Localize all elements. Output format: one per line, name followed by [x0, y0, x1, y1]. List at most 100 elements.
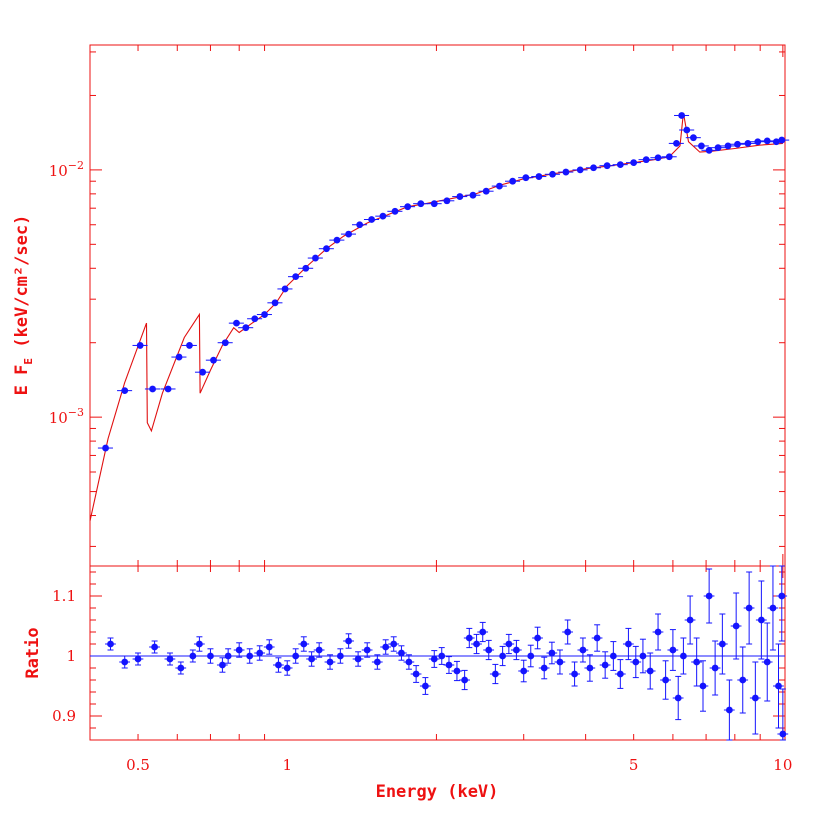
ratio-data-point	[107, 640, 114, 648]
x-tick-label-1: 1	[282, 756, 292, 774]
spectrum-data-point	[549, 170, 556, 178]
ratio-data-point	[739, 676, 747, 684]
spectrum-data-point	[271, 299, 279, 307]
ratio-data-point	[224, 652, 232, 660]
spectrum-data-point	[616, 161, 624, 169]
ratio-data-point	[292, 652, 300, 660]
ratio-data-point	[779, 730, 787, 738]
ratio-data-point	[491, 670, 499, 678]
spectrum-data-point	[562, 168, 570, 176]
ratio-data-point	[669, 646, 677, 654]
ratio-data-point	[275, 661, 282, 669]
ratio-data-point	[775, 682, 782, 690]
ratio-data-point	[438, 652, 446, 660]
ratio-data-point	[445, 661, 453, 669]
ratio-data-point	[479, 628, 487, 636]
spectrum-data-point	[734, 140, 741, 148]
spectrum-data-point	[714, 144, 722, 152]
ratio-data-point	[373, 658, 381, 666]
spectrum-data-point	[391, 207, 399, 215]
ratio-data-point	[763, 658, 771, 666]
ratio-y-axis-label: Ratio	[23, 627, 43, 678]
spectrum-data-point	[456, 193, 464, 200]
spectrum-data-point	[535, 173, 543, 180]
spectrum-data-point	[482, 187, 490, 195]
ratio-data-point	[485, 646, 493, 654]
ratio-panel-frame	[89, 565, 786, 741]
ratio-data-point	[189, 652, 197, 660]
ratio-data-point	[548, 649, 556, 657]
ratio-data-point	[520, 667, 528, 675]
ratio-tick-label-0.9: 0.9	[52, 707, 76, 725]
ratio-data-points	[105, 565, 789, 741]
ratio-data-point	[246, 652, 254, 660]
ratio-data-point	[363, 646, 371, 654]
ratio-tick-label-1.1: 1.1	[52, 587, 76, 605]
ratio-data-point	[166, 655, 174, 663]
ratio-data-point	[134, 655, 142, 663]
spectrum-y-tick-labels: 10−2 10−3	[49, 159, 84, 427]
spectrum-data-point	[164, 385, 172, 393]
spectrum-data-point	[698, 142, 705, 150]
ratio-data-point	[654, 628, 662, 636]
spectrum-data-point	[576, 166, 584, 174]
ratio-data-point	[513, 646, 520, 654]
ratio-y-tick-labels: 1.1 1 0.9	[52, 587, 76, 725]
spectrum-data-point	[665, 153, 673, 161]
ratio-data-point	[196, 640, 203, 648]
spectrum-data-point	[590, 164, 597, 172]
spectrum-axis-ticks	[89, 45, 785, 566]
ratio-data-point	[256, 649, 264, 657]
spectrum-data-point	[744, 139, 752, 147]
spectrum-data-point	[345, 230, 353, 238]
spectrum-data-point	[221, 339, 229, 347]
spectrum-data-point	[754, 138, 762, 146]
spectrum-data-point	[509, 177, 517, 185]
spectrum-data-point	[242, 324, 250, 332]
ratio-data-point	[283, 664, 291, 672]
ratio-data-point	[453, 667, 461, 675]
spectrum-data-point	[175, 353, 183, 361]
ratio-data-point	[382, 643, 390, 651]
ratio-data-point	[151, 643, 158, 651]
spectrum-data-point	[199, 368, 207, 376]
ratio-data-point	[527, 652, 535, 660]
y-tick-label-1e-2: 10−2	[49, 159, 84, 180]
ratio-data-point	[616, 670, 624, 678]
model-curve	[89, 112, 783, 522]
spectrum-data-point	[292, 273, 300, 281]
ratio-data-point	[412, 670, 420, 678]
ratio-data-point	[505, 640, 513, 648]
ratio-data-point	[421, 682, 429, 690]
ratio-data-point	[556, 658, 564, 666]
spectrum-data-point	[705, 146, 713, 154]
ratio-data-point	[336, 652, 344, 660]
ratio-data-point	[686, 616, 694, 624]
ratio-data-point	[609, 652, 617, 660]
ratio-data-point	[625, 640, 632, 648]
spectrum-data-point	[469, 191, 477, 199]
spectrum-data-point	[149, 385, 156, 393]
spectrum-data-point	[121, 387, 129, 395]
ratio-data-point	[769, 604, 777, 612]
spectrum-data-point	[186, 342, 193, 349]
spectrum-data-point	[379, 212, 387, 220]
spectrum-data-point	[102, 444, 109, 452]
spectrum-data-point	[417, 200, 425, 208]
spectrum-data-point	[630, 159, 638, 167]
ratio-data-point	[699, 682, 707, 690]
ratio-data-point	[300, 640, 308, 648]
ratio-data-point	[725, 706, 733, 714]
x-tick-label-5: 5	[629, 756, 639, 774]
spectrum-data-point	[356, 221, 364, 229]
ratio-data-point	[705, 592, 713, 600]
ratio-data-point	[461, 676, 469, 684]
x-tick-label-10: 10	[773, 756, 792, 774]
ratio-data-point	[398, 649, 405, 657]
spectrum-panel-frame	[89, 44, 786, 567]
ratio-data-point	[778, 592, 786, 600]
ratio-data-point	[534, 634, 541, 642]
spectrum-data-point	[603, 162, 611, 170]
spectrum-data-point	[281, 285, 289, 293]
